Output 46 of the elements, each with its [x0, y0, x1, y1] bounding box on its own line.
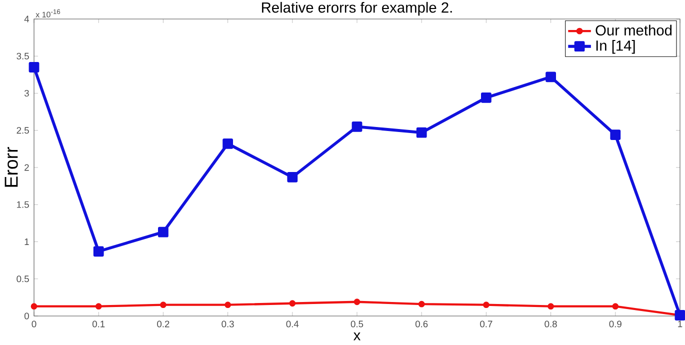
point [30, 303, 38, 310]
x-tick-label: 0.6 [415, 320, 428, 328]
point [548, 303, 554, 310]
y-tick-label: 2 [24, 164, 29, 171]
x-tick-label: 0.2 [157, 320, 170, 328]
point [289, 300, 296, 307]
point [480, 92, 492, 103]
x-tick-label: 0.7 [480, 320, 492, 328]
y-tick-label: 1.5 [17, 201, 29, 208]
x-axis-title: x [354, 332, 361, 340]
x-tick-label: 0.3 [222, 320, 234, 328]
legend-label: Our method [596, 24, 672, 36]
y-tick-label: 3 [24, 90, 29, 97]
chart-title: Relative erorrs for example 2. [262, 2, 452, 16]
point [160, 302, 166, 308]
point [287, 172, 298, 182]
x-tick-label: 0 [32, 320, 36, 328]
point [93, 246, 104, 257]
x-tick-label: 0.4 [286, 320, 299, 328]
point [222, 138, 234, 149]
point [416, 127, 427, 138]
x-tick-label: 0.9 [609, 320, 622, 328]
y-tick-label: 2.5 [16, 127, 29, 134]
y-tick-label: 1 [24, 238, 29, 245]
point [95, 303, 102, 310]
point [28, 62, 40, 72]
y-tick-label: 0.5 [16, 276, 29, 282]
point [610, 130, 621, 140]
legend-label: In [14] [596, 40, 635, 54]
point [224, 302, 232, 308]
point [158, 226, 168, 238]
x-tick-label: 0.1 [92, 320, 105, 328]
point [418, 300, 425, 308]
point [546, 72, 556, 82]
point [612, 303, 619, 310]
y-tick-label: 3.5 [16, 52, 29, 60]
y-axis-title: Erorr [4, 147, 18, 187]
point [352, 121, 362, 132]
point [483, 302, 490, 308]
x-tick-label: 0.8 [544, 320, 557, 328]
text: x 10$^{-16}$ [36, 9, 60, 18]
x-tick-label: 1 [678, 320, 682, 328]
y-tick-label: 0 [24, 312, 29, 320]
x-tick-label: 0.5 [350, 320, 364, 328]
y-tick-label: 4 [24, 16, 30, 22]
point [354, 298, 360, 306]
